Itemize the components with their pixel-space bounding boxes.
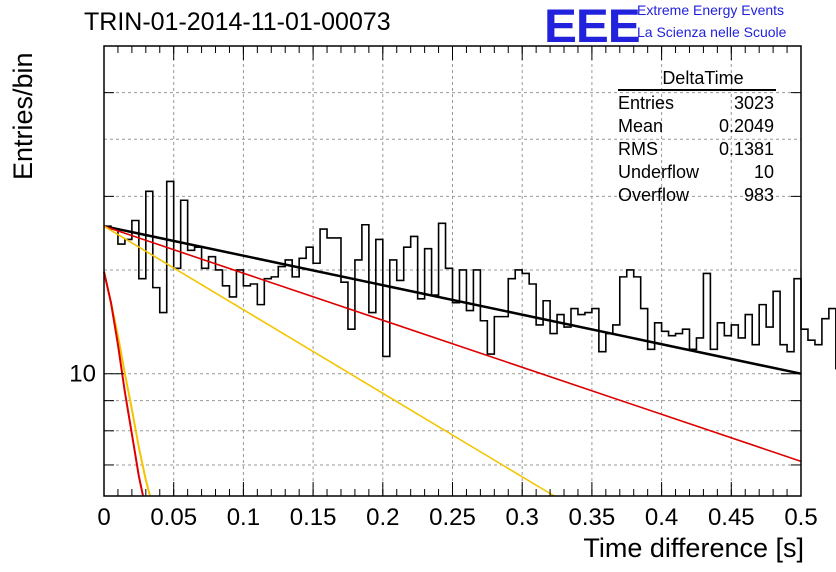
stats-value: 3023 (733, 93, 774, 113)
stats-label: Entries (618, 93, 675, 113)
axes: 0 0.05 0.1 0.15 0.2 0.25 0.3 0.35 0.4 0.45 0.5 10 (69, 46, 818, 531)
x-tick-label: 0 (97, 504, 110, 531)
stats-label: Underflow (618, 162, 700, 182)
stats-title: DeltaTime (618, 68, 776, 91)
fit-component-line (103, 225, 802, 463)
stats-row: RMS 0.1381 (612, 138, 774, 161)
logo-mark: EEE (544, 0, 641, 52)
chart-title: TRIN-01-2014-11-01-00073 (84, 8, 391, 36)
x-axis-label: Time difference [s] (583, 533, 804, 563)
x-tick-label: 0.1 (227, 504, 260, 531)
x-tick-label: 0.3 (506, 504, 539, 531)
stats-row: Entries 3023 (612, 92, 774, 115)
x-tick-label: 0.15 (290, 504, 337, 531)
histogram-series (104, 180, 836, 370)
stats-row: Overflow 983 (612, 184, 774, 207)
stats-row: Mean 0.2049 (612, 115, 774, 138)
stats-label: RMS (618, 139, 658, 159)
x-tick-label: 0.45 (708, 504, 755, 531)
x-tick-label: 0.5 (784, 504, 817, 531)
stats-value: 0.2049 (718, 116, 774, 136)
logo-line-1: Extreme Energy Events (637, 2, 785, 18)
stats-box: DeltaTime Entries 3023 Mean 0.2049 RMS 0… (612, 68, 776, 207)
fit-total-line (103, 224, 802, 375)
stats-value: 0.1381 (718, 139, 774, 159)
plot-frame (103, 45, 802, 497)
fit-component-line (103, 225, 555, 497)
y-axis-label: Entries/bin (8, 52, 38, 180)
stats-label: Overflow (618, 185, 690, 205)
stats-value: 983 (743, 185, 774, 205)
y-tick-label: 10 (69, 361, 96, 388)
fit-component-steep (103, 271, 145, 497)
stats-row: Underflow 10 (612, 161, 774, 184)
logo-line-2: La Scienza nelle Scuole (637, 24, 787, 40)
stats-label: Mean (618, 116, 664, 136)
x-tick-label: 0.35 (569, 504, 616, 531)
x-tick-label: 0.25 (429, 504, 476, 531)
stats-value: 10 (753, 162, 774, 182)
x-tick-label: 0.05 (150, 504, 197, 531)
x-tick-label: 0.2 (366, 504, 399, 531)
x-tick-label: 0.4 (645, 504, 678, 531)
series-layer (103, 180, 836, 497)
